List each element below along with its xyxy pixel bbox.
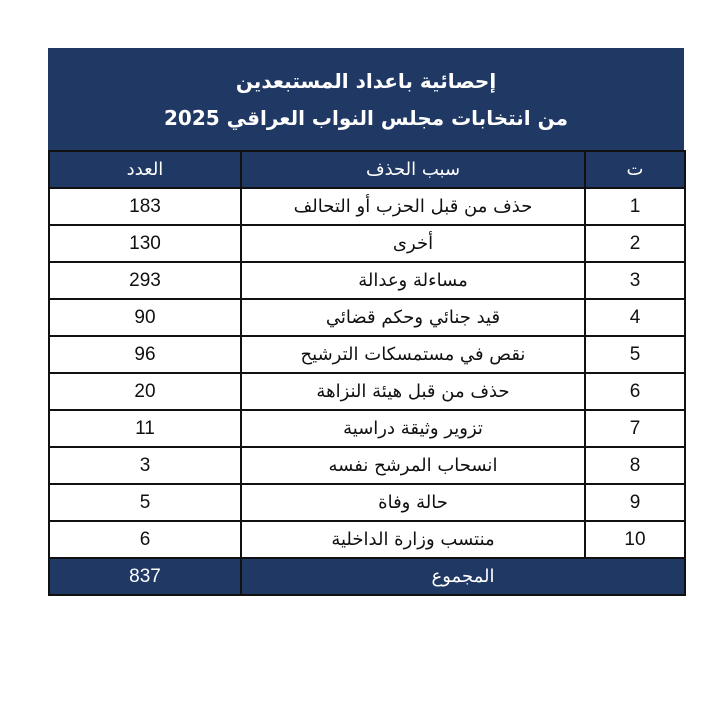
table-title: إحصائية باعداد المستبعدين من انتخابات مج…: [48, 48, 684, 150]
row-reason: تزوير وثيقة دراسية: [240, 409, 586, 448]
row-count: 5: [48, 483, 242, 522]
header-reason: سبب الحذف: [240, 150, 586, 189]
table-row: 3 مساءلة وعدالة 293: [48, 261, 686, 300]
row-count: 20: [48, 372, 242, 411]
row-index: 1: [584, 187, 686, 226]
row-reason: أخرى: [240, 224, 586, 263]
header-index: ت: [584, 150, 686, 189]
table-row: 9 حالة وفاة 5: [48, 483, 686, 522]
row-count: 3: [48, 446, 242, 485]
header-row: ت سبب الحذف العدد: [48, 150, 686, 189]
row-count: 6: [48, 520, 242, 559]
excluded-candidates-table: ت سبب الحذف العدد 1 حذف من قبل الحزب أو ا…: [48, 150, 686, 596]
table-row: 6 حذف من قبل هيئة النزاهة 20: [48, 372, 686, 411]
row-index: 8: [584, 446, 686, 485]
statistics-table-sheet: إحصائية باعداد المستبعدين من انتخابات مج…: [48, 48, 686, 596]
title-line-2: من انتخابات مجلس النواب العراقي 2025: [164, 106, 568, 130]
row-reason: منتسب وزارة الداخلية: [240, 520, 586, 559]
table-row: 1 حذف من قبل الحزب أو التحالف 183: [48, 187, 686, 226]
row-index: 2: [584, 224, 686, 263]
row-index: 4: [584, 298, 686, 337]
row-count: 293: [48, 261, 242, 300]
table-row: 8 انسحاب المرشح نفسه 3: [48, 446, 686, 485]
row-count: 183: [48, 187, 242, 226]
row-reason: قيد جنائي وحكم قضائي: [240, 298, 586, 337]
row-reason: حذف من قبل الحزب أو التحالف: [240, 187, 586, 226]
row-index: 6: [584, 372, 686, 411]
title-line-1: إحصائية باعداد المستبعدين: [235, 69, 497, 93]
row-index: 3: [584, 261, 686, 300]
row-index: 7: [584, 409, 686, 448]
row-reason: حذف من قبل هيئة النزاهة: [240, 372, 586, 411]
row-count: 90: [48, 298, 242, 337]
row-index: 10: [584, 520, 686, 559]
row-reason: انسحاب المرشح نفسه: [240, 446, 586, 485]
row-count: 11: [48, 409, 242, 448]
row-count: 96: [48, 335, 242, 374]
row-index: 5: [584, 335, 686, 374]
row-reason: نقص في مستمسكات الترشيح: [240, 335, 586, 374]
table-row: 5 نقص في مستمسكات الترشيح 96: [48, 335, 686, 374]
row-reason: حالة وفاة: [240, 483, 586, 522]
total-label: المجموع: [240, 557, 686, 596]
row-count: 130: [48, 224, 242, 263]
table-row: 10 منتسب وزارة الداخلية 6: [48, 520, 686, 559]
row-index: 9: [584, 483, 686, 522]
header-count: العدد: [48, 150, 242, 189]
row-reason: مساءلة وعدالة: [240, 261, 586, 300]
total-count: 837: [48, 557, 242, 596]
table-row: 7 تزوير وثيقة دراسية 11: [48, 409, 686, 448]
table-row: 4 قيد جنائي وحكم قضائي 90: [48, 298, 686, 337]
total-row: المجموع 837: [48, 557, 686, 596]
table-row: 2 أخرى 130: [48, 224, 686, 263]
